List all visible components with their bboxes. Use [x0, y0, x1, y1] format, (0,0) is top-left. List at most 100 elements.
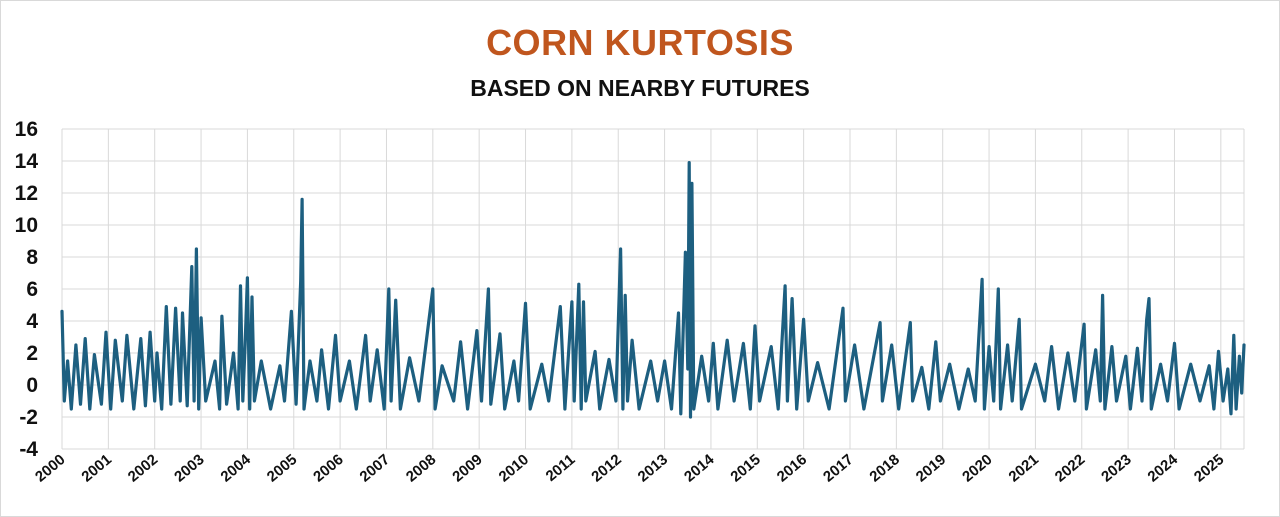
data-point	[1159, 363, 1162, 366]
data-point	[1199, 400, 1201, 402]
y-tick-label: 14	[15, 150, 39, 173]
data-point	[656, 400, 659, 402]
y-axis-ticks: 16 14 12 10 8 6 4 2 0 -2 -4	[15, 118, 39, 461]
x-tick-label: 2003	[171, 451, 207, 485]
data-point	[733, 400, 735, 402]
data-point	[541, 363, 543, 366]
data-point	[1125, 355, 1127, 358]
data-point	[1101, 294, 1104, 297]
data-point	[948, 363, 951, 366]
data-point	[1233, 334, 1235, 337]
data-point	[770, 345, 772, 348]
data-point	[1018, 318, 1020, 321]
x-tick-label: 2010	[496, 451, 532, 485]
data-point	[911, 400, 914, 402]
data-point	[84, 337, 86, 340]
data-point	[195, 248, 198, 250]
x-tick-label: 2006	[310, 451, 346, 485]
data-point	[246, 277, 249, 279]
data-point	[200, 317, 202, 319]
data-point	[309, 360, 311, 362]
data-point	[232, 352, 235, 354]
data-point	[879, 321, 881, 324]
chart-title: CORN KURTOSIS	[486, 22, 794, 63]
data-point	[1136, 347, 1139, 350]
data-point	[897, 408, 900, 410]
data-point	[197, 408, 200, 410]
data-point	[355, 408, 358, 410]
data-point	[726, 339, 728, 342]
data-point	[487, 288, 490, 290]
x-tick-label: 2016	[774, 451, 810, 485]
data-point	[638, 408, 640, 410]
data-point	[181, 312, 184, 314]
x-tick-label: 2007	[357, 451, 393, 485]
data-point	[244, 344, 246, 346]
data-point	[928, 408, 930, 410]
data-point	[1074, 400, 1076, 402]
data-point	[204, 400, 207, 402]
data-point	[594, 350, 596, 353]
y-tick-label: 6	[26, 278, 38, 301]
data-point	[327, 408, 330, 410]
data-point	[383, 408, 386, 410]
data-point	[670, 408, 673, 410]
data-point	[165, 305, 168, 308]
data-point	[909, 321, 912, 324]
data-point	[160, 408, 163, 410]
x-tick-label: 2008	[403, 451, 439, 485]
data-point	[547, 400, 550, 402]
data-point	[1129, 408, 1132, 410]
data-point	[191, 265, 193, 268]
data-point	[121, 400, 124, 402]
data-point	[153, 400, 156, 402]
x-tick-label: 2023	[1098, 451, 1134, 485]
data-point	[921, 366, 923, 369]
y-tick-label: 8	[26, 246, 38, 269]
data-point	[1043, 400, 1046, 402]
data-point	[126, 334, 128, 337]
data-point	[1083, 323, 1085, 326]
data-point	[992, 400, 995, 402]
data-point	[63, 400, 66, 402]
data-point	[133, 408, 135, 410]
data-point	[441, 365, 443, 367]
data-point	[939, 400, 942, 402]
data-point	[459, 341, 462, 343]
data-point	[260, 360, 263, 362]
data-point	[253, 400, 256, 402]
data-point	[399, 408, 402, 410]
data-point	[689, 416, 692, 418]
x-tick-label: 2020	[959, 451, 995, 485]
data-point	[279, 365, 281, 367]
data-point	[186, 405, 188, 407]
data-point	[1240, 392, 1243, 394]
data-point	[1150, 408, 1153, 410]
data-point	[394, 299, 397, 302]
data-point	[225, 403, 228, 406]
data-point	[1085, 408, 1088, 410]
data-point	[251, 296, 253, 298]
data-point	[707, 400, 710, 402]
data-point	[140, 337, 142, 340]
data-point	[677, 312, 680, 314]
x-tick-label: 2021	[1005, 451, 1041, 485]
x-tick-label: 2025	[1191, 451, 1227, 485]
data-point	[1166, 400, 1169, 402]
data-point	[1067, 352, 1069, 354]
data-point	[339, 400, 341, 402]
data-point	[983, 408, 986, 410]
x-tick-label: 2013	[635, 451, 671, 485]
series-line	[60, 161, 1246, 419]
series-layer	[60, 161, 1246, 419]
data-point	[1050, 345, 1053, 348]
data-point	[615, 400, 617, 402]
x-tick-label: 2009	[449, 451, 485, 485]
data-point	[513, 360, 515, 362]
data-point	[364, 334, 367, 337]
data-point	[777, 408, 779, 410]
data-point	[1230, 413, 1232, 415]
data-point	[221, 315, 223, 318]
x-tick-label: 2012	[588, 451, 624, 485]
data-point	[559, 305, 562, 308]
